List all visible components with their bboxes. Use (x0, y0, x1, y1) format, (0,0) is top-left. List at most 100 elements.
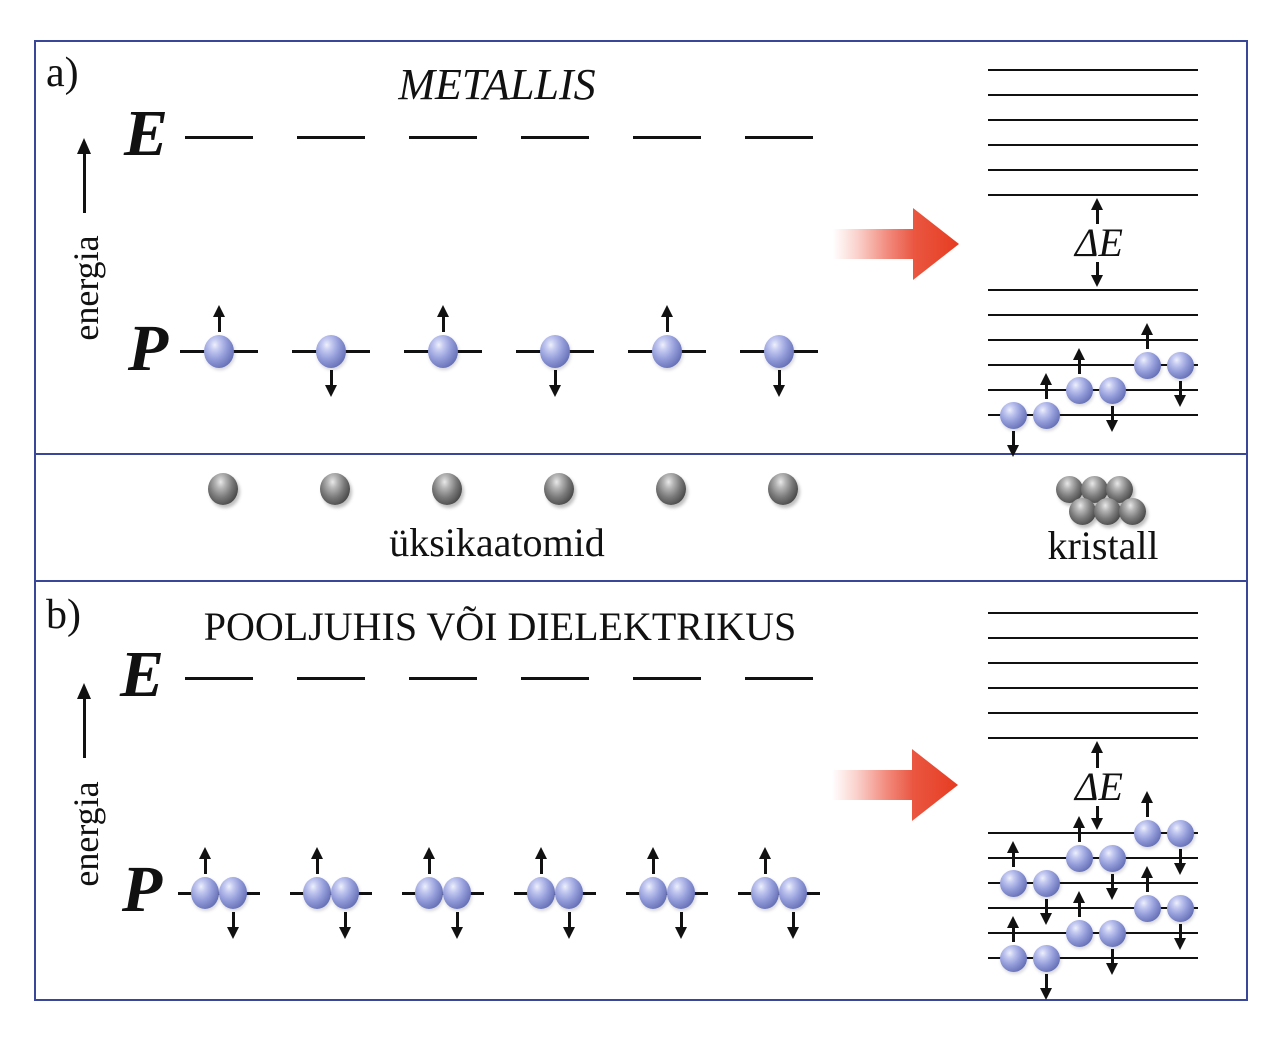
spin-down-arrow (1110, 949, 1114, 964)
electron-sphere (303, 877, 331, 909)
spin-up-arrow (213, 305, 225, 317)
band-level-line-upper (988, 169, 1198, 171)
electron-sphere (219, 877, 247, 909)
band-electron-sphere (1032, 944, 1060, 972)
electron-sphere (415, 877, 443, 909)
band-electron-sphere (999, 869, 1027, 897)
spin-up-arrow (535, 847, 547, 859)
single-atom-sphere (208, 473, 238, 505)
band-gap-label-b: ΔE (1075, 764, 1123, 809)
spin-up-arrow (1011, 852, 1015, 867)
band-level-line-lower (988, 414, 1198, 416)
electron-sphere (527, 877, 555, 909)
energy-axis-arrow (82, 153, 86, 213)
band-level-line-upper (988, 144, 1198, 146)
band-electron-sphere (1098, 919, 1126, 947)
energy-level-dash (633, 676, 701, 680)
spin-up-arrow (427, 858, 431, 874)
band-level-line-upper (988, 737, 1198, 739)
electron-sphere (540, 334, 570, 368)
spin-down-arrow (339, 927, 351, 939)
spin-down-arrow (325, 385, 337, 397)
spin-up-arrow (315, 858, 319, 874)
spin-up-arrow (1141, 866, 1153, 878)
strip-crystal-label: kristall (1047, 523, 1159, 568)
energy-level-dash (745, 676, 813, 680)
energy-level-dash (633, 135, 701, 139)
spin-up-arrow (441, 316, 445, 332)
band-gap-arrow-up (1095, 752, 1099, 768)
band-level-line-lower (988, 364, 1198, 366)
band-level-line-upper (988, 712, 1198, 714)
spin-down-arrow (1040, 988, 1052, 1000)
transition-arrow-shaft (833, 229, 915, 259)
energy-axis-label-b: energia (66, 781, 106, 887)
spin-down-arrow (1011, 431, 1015, 446)
band-gap-arrow-down (1095, 262, 1099, 276)
spin-down-arrow (329, 370, 333, 386)
spin-up-arrow (759, 847, 771, 859)
energy-level-dash (521, 676, 589, 680)
band-electron-sphere (1166, 894, 1194, 922)
band-electron-sphere (1166, 351, 1194, 379)
band-gap-arrow-up (1091, 741, 1103, 753)
band-electron-sphere (1065, 919, 1093, 947)
band-electron-sphere (1065, 844, 1093, 872)
electron-sphere (764, 334, 794, 368)
electron-sphere (316, 334, 346, 368)
spin-up-arrow (1145, 334, 1149, 349)
spin-down-arrow (1178, 924, 1182, 939)
spin-up-arrow (311, 847, 323, 859)
electron-sphere (331, 877, 359, 909)
panel-a-label: a) (46, 50, 79, 96)
spin-up-arrow (651, 858, 655, 874)
spin-down-arrow (1040, 913, 1052, 925)
electron-sphere (428, 334, 458, 368)
spin-down-arrow (567, 912, 571, 928)
spin-down-arrow (231, 912, 235, 928)
energy-axis-arrow (77, 138, 91, 154)
panel-b-title: POOLJUHIS VÕI DIELEKTRIKUS (203, 604, 797, 649)
level-e-label-b: E (119, 638, 165, 711)
spin-up-arrow (647, 847, 659, 859)
spin-down-arrow (1044, 974, 1048, 989)
energy-level-dash (297, 135, 365, 139)
electron-sphere (639, 877, 667, 909)
spin-up-arrow (665, 316, 669, 332)
band-level-line-lower (988, 389, 1198, 391)
band-level-line-lower (988, 832, 1198, 834)
band-level-line-upper (988, 119, 1198, 121)
spin-up-arrow (1073, 348, 1085, 360)
spin-down-arrow (1110, 406, 1114, 421)
band-electron-sphere (1166, 819, 1194, 847)
spin-up-arrow (1141, 323, 1153, 335)
spin-down-arrow (227, 927, 239, 939)
spin-up-arrow (1077, 827, 1081, 842)
spin-up-arrow (1073, 891, 1085, 903)
band-level-line-lower (988, 907, 1198, 909)
panel-b-frame (34, 582, 1248, 1001)
spin-up-arrow (1077, 902, 1081, 917)
level-p-label-b: P (121, 853, 163, 926)
spin-down-arrow (455, 912, 459, 928)
spin-up-arrow (1145, 877, 1149, 892)
spin-up-arrow (539, 858, 543, 874)
band-level-line-upper (988, 637, 1198, 639)
spin-up-arrow (763, 858, 767, 874)
spin-up-arrow (1044, 384, 1048, 399)
band-level-line-lower (988, 932, 1198, 934)
energy-level-dash (409, 135, 477, 139)
energy-level-dash (185, 676, 253, 680)
spin-down-arrow (1106, 888, 1118, 900)
band-electron-sphere (1065, 376, 1093, 404)
spin-up-arrow (1145, 802, 1149, 817)
band-level-line-upper (988, 687, 1198, 689)
level-e-label-a: E (123, 97, 169, 170)
spin-up-arrow (1073, 816, 1085, 828)
panel-a-title: METALLIS (398, 60, 596, 109)
single-atom-sphere (656, 473, 686, 505)
band-gap-arrow-up (1091, 198, 1103, 210)
spin-down-arrow (553, 370, 557, 386)
single-atom-sphere (320, 473, 350, 505)
energy-axis-label-a: energia (66, 235, 106, 341)
